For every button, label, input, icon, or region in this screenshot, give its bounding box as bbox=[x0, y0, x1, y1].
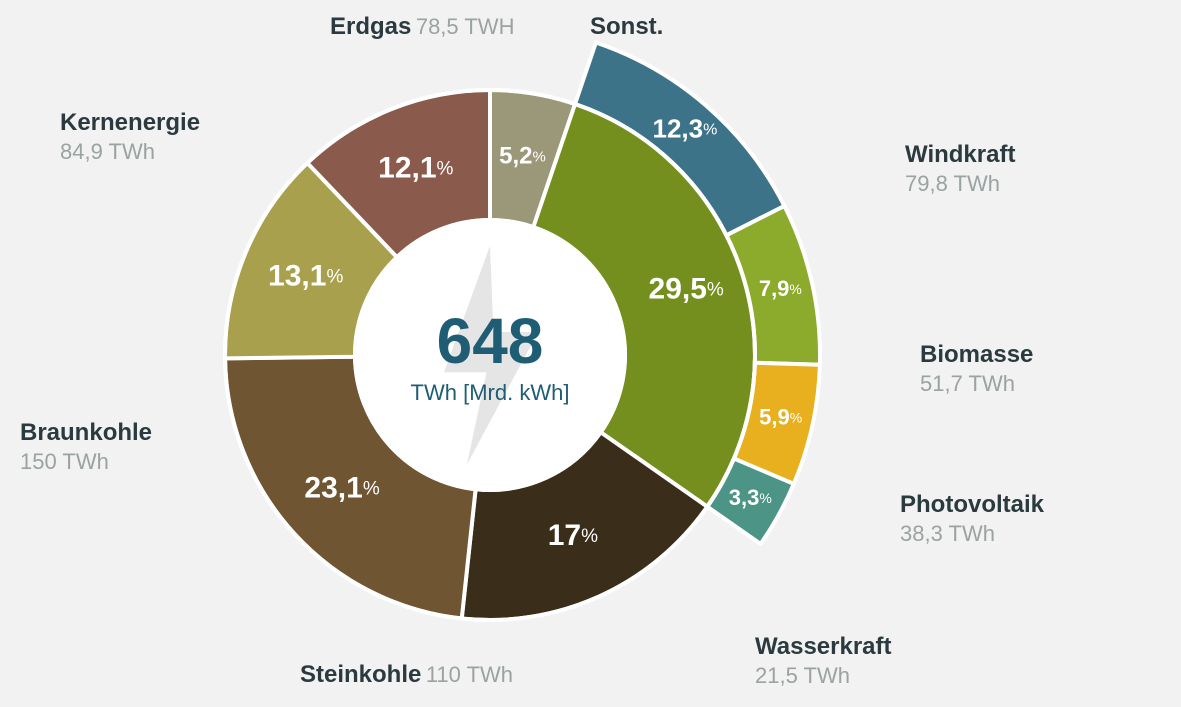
label-windkraft: Windkraft79,8 TWh bbox=[905, 140, 1015, 198]
label-sonst: Sonst. bbox=[590, 12, 663, 42]
label-wasserkraft: Wasserkraft21,5 TWh bbox=[755, 632, 892, 690]
label-photovoltaik: Photovoltaik38,3 TWh bbox=[900, 490, 1044, 548]
center-unit: TWh [Mrd. kWh] bbox=[411, 380, 570, 405]
center-value: 648 bbox=[437, 305, 544, 377]
label-erdgas: Erdgas 78,5 TWH bbox=[330, 12, 514, 42]
label-braunkohle: Braunkohle150 TWh bbox=[20, 418, 152, 476]
label-kernenergie: Kernenergie84,9 TWh bbox=[60, 108, 200, 166]
chart-container: 5,2%29,5%17%23,1%13,1%12,1%12,3%7,9%5,9%… bbox=[0, 0, 1181, 707]
label-biomasse: Biomasse51,7 TWh bbox=[920, 340, 1033, 398]
label-steinkohle: Steinkohle 110 TWh bbox=[300, 660, 513, 690]
